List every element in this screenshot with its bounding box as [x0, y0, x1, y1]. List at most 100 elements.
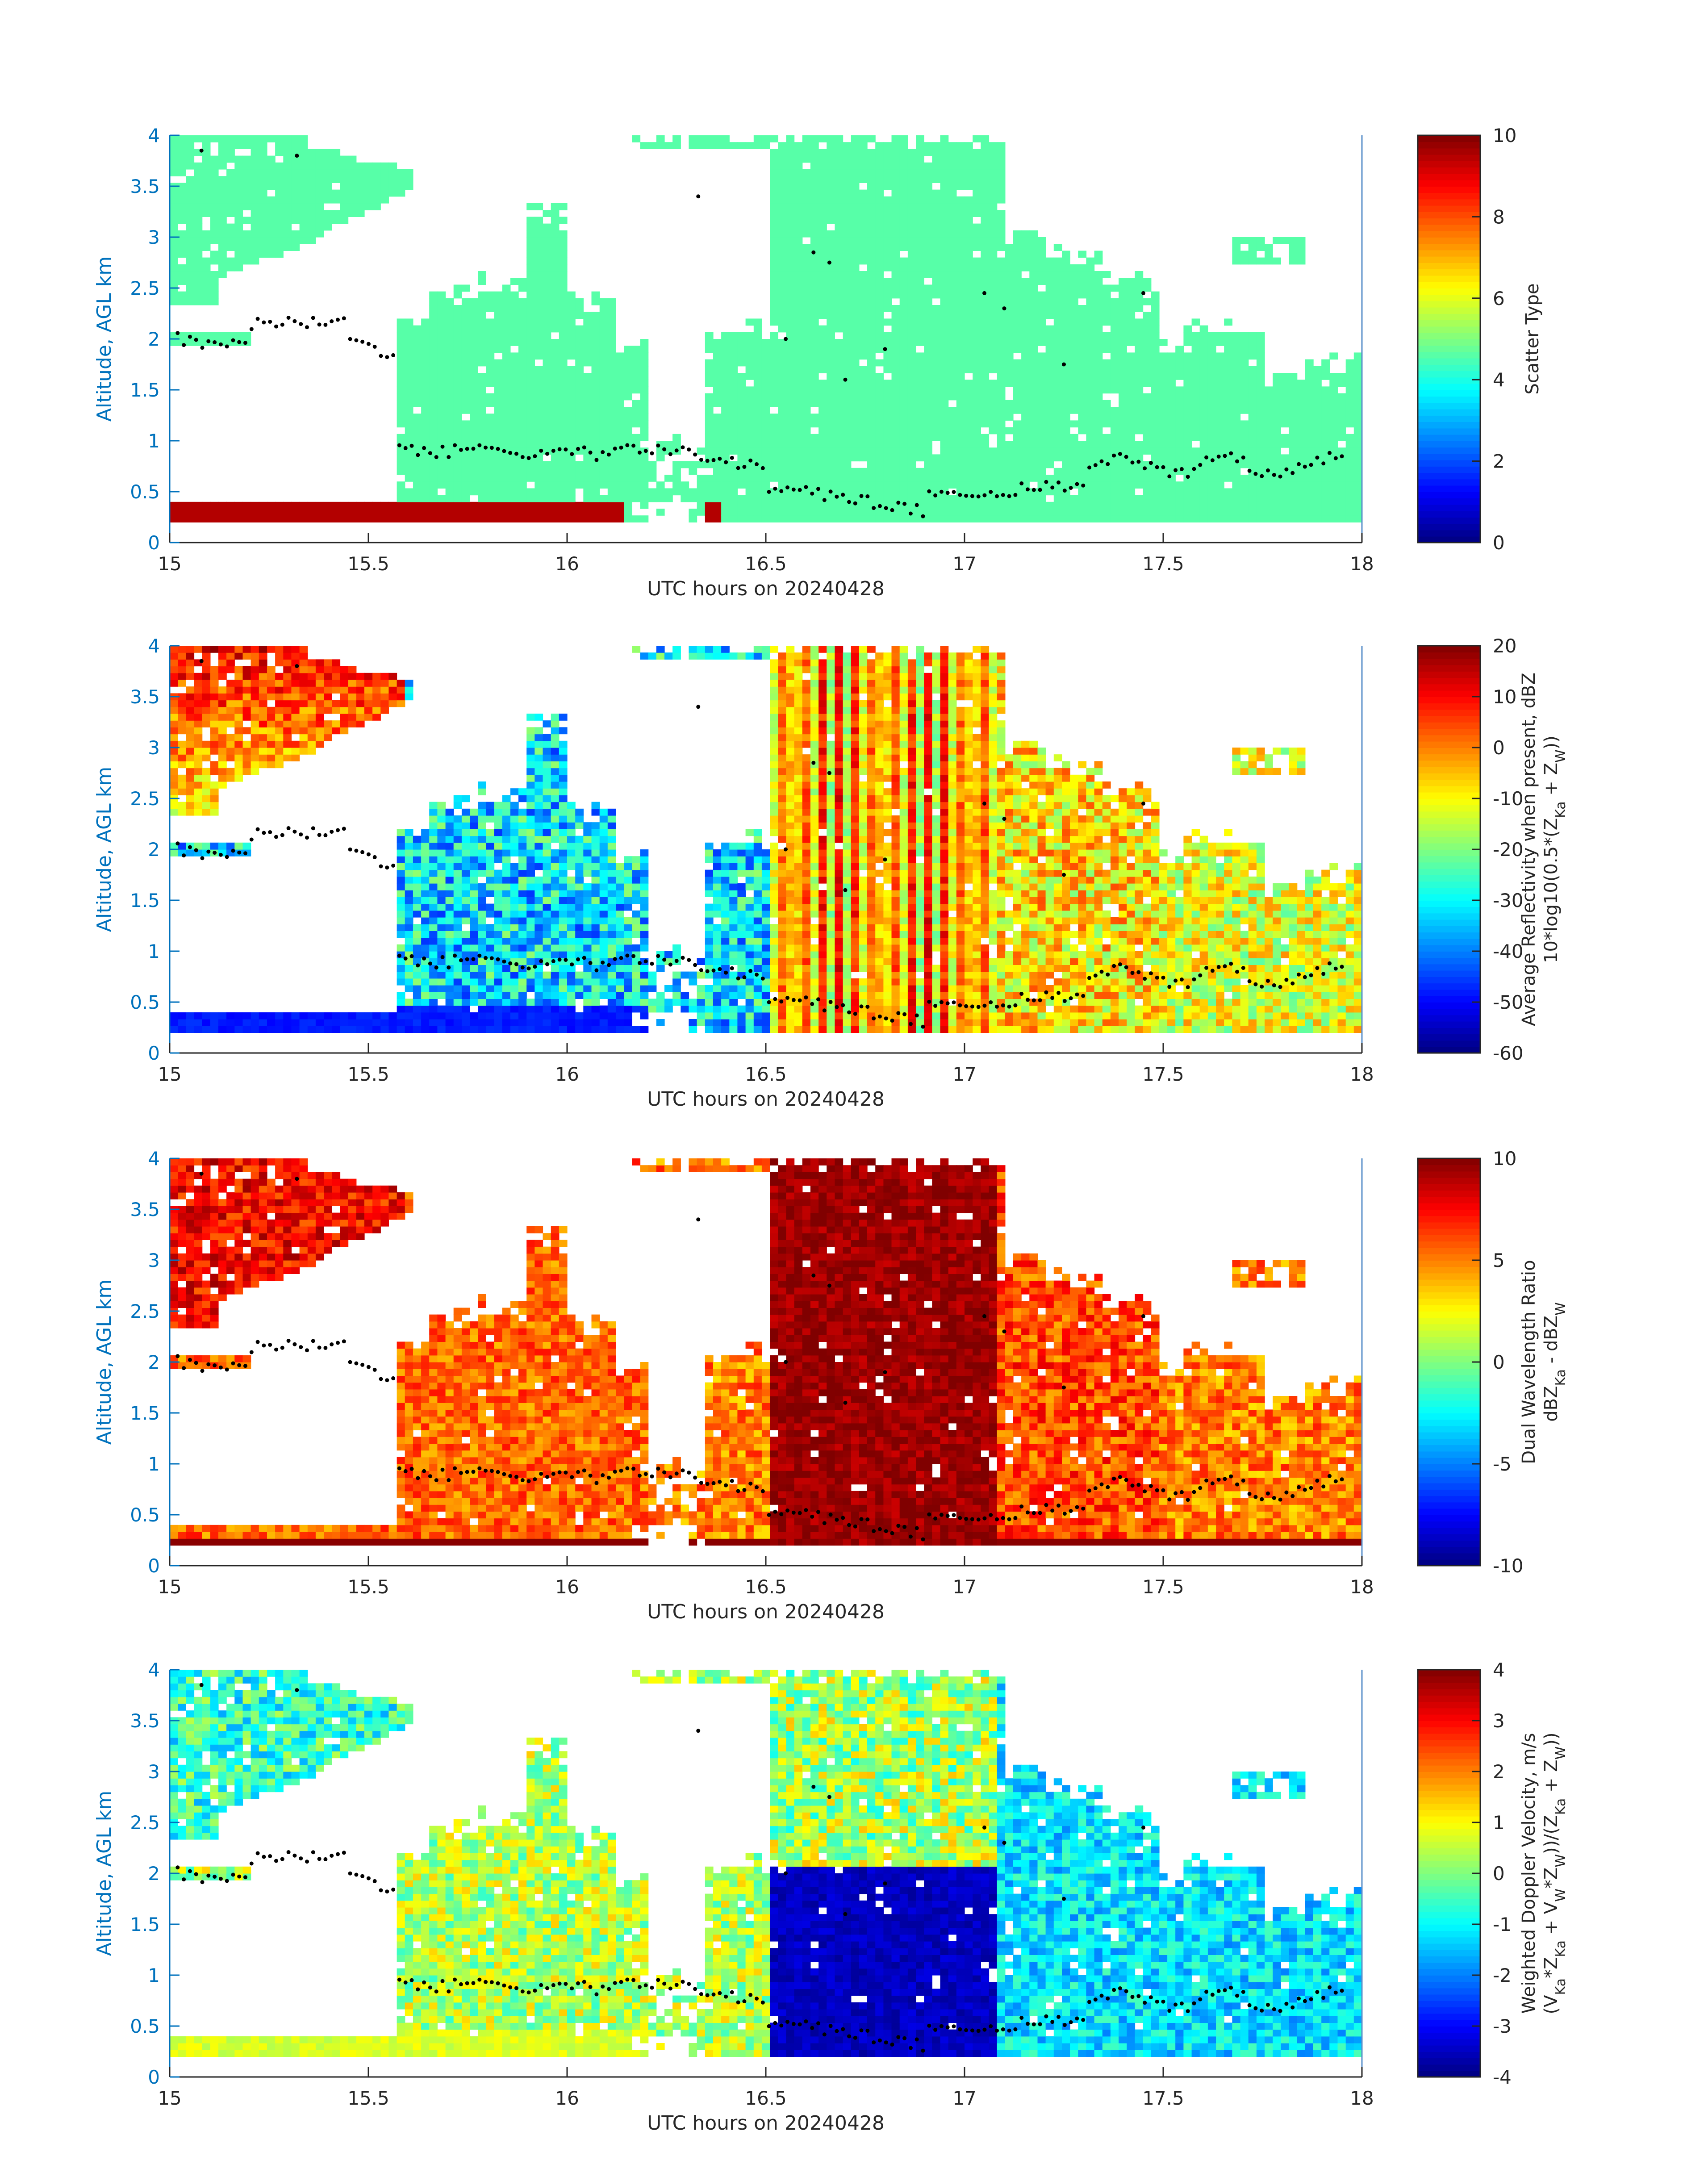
heatmap-cell: [259, 183, 267, 190]
heatmap-cell: [1135, 346, 1144, 353]
heatmap-cell: [737, 447, 746, 455]
heatmap-cell: [924, 454, 932, 462]
heatmap-cell: [981, 359, 990, 367]
heatmap-cell: [1005, 407, 1014, 414]
heatmap-cell: [299, 501, 308, 509]
heatmap-cell: [859, 488, 868, 496]
heatmap-cell: [745, 366, 754, 373]
heatmap-cell: [1159, 407, 1168, 414]
heatmap-cell: [1110, 284, 1119, 292]
heatmap-cell: [1119, 488, 1127, 496]
heatmap-cell: [1053, 393, 1062, 401]
heatmap-cell: [1005, 501, 1014, 509]
heatmap-cell: [924, 461, 932, 468]
heatmap-cell: [356, 196, 365, 204]
heatmap-cell: [1289, 495, 1298, 502]
heatmap-cell: [1305, 488, 1314, 496]
heatmap-cell: [867, 230, 876, 238]
heatmap-cell: [1151, 501, 1160, 509]
heatmap-cell: [1248, 237, 1257, 244]
heatmap-cell: [543, 251, 551, 258]
heatmap-cell: [745, 475, 754, 482]
heatmap-cell: [1345, 373, 1354, 380]
heatmap-cell: [721, 434, 730, 441]
heatmap-cell: [721, 400, 730, 407]
heatmap-cell: [1353, 400, 1362, 407]
heatmap-cell: [1021, 230, 1030, 238]
heatmap-cell: [1273, 373, 1281, 380]
heatmap-cell: [1102, 509, 1111, 516]
heatmap-cell: [802, 468, 811, 475]
heatmap-cell: [851, 312, 860, 319]
heatmap-cell: [1119, 495, 1127, 502]
heatmap-cell: [559, 271, 568, 278]
heatmap-cell: [1037, 339, 1046, 346]
heatmap-cell: [1143, 475, 1152, 482]
heatmap-cell: [940, 318, 949, 326]
heatmap-cell: [1037, 481, 1046, 489]
heatmap-cell: [1094, 481, 1103, 489]
heatmap-cell: [989, 461, 998, 468]
heatmap-cell: [307, 162, 316, 170]
heatmap-cell: [453, 393, 462, 401]
heatmap-cell: [397, 366, 405, 373]
heatmap-cell: [1013, 359, 1022, 367]
heatmap-cell: [461, 339, 470, 346]
heatmap-cell: [794, 366, 803, 373]
heatmap-cell: [170, 217, 178, 224]
heatmap-cell: [965, 183, 973, 190]
heatmap-cell: [672, 468, 681, 475]
heatmap-cell: [502, 481, 511, 489]
heatmap-cell: [397, 447, 405, 455]
heatmap-cell: [388, 176, 397, 183]
heatmap-cell: [583, 318, 592, 326]
heatmap-cell: [559, 244, 568, 251]
heatmap-cell: [932, 359, 941, 367]
heatmap-cell: [291, 501, 300, 509]
heatmap-cell: [461, 318, 470, 326]
heatmap-cell: [1062, 495, 1070, 502]
heatmap-cell: [810, 515, 819, 522]
heatmap-cell: [859, 298, 868, 305]
heatmap-cell: [859, 162, 868, 170]
heatmap-cell: [1159, 447, 1168, 455]
heatmap-cell: [226, 223, 235, 231]
heatmap-cell: [973, 298, 981, 305]
heatmap-cell: [851, 495, 860, 502]
heatmap-cell: [761, 380, 770, 387]
heatmap-cell: [664, 142, 673, 149]
heatmap-cell: [729, 434, 738, 441]
heatmap-cell: [1127, 501, 1136, 509]
heatmap-cell: [940, 176, 949, 183]
heatmap-cell: [899, 393, 908, 401]
heatmap-cell: [778, 454, 786, 462]
heatmap-cell: [1232, 346, 1241, 353]
heatmap-cell: [1256, 257, 1265, 265]
heatmap-cell: [948, 284, 957, 292]
heatmap-cell: [1013, 346, 1022, 353]
heatmap-cell: [778, 468, 786, 475]
heatmap-cell: [1207, 346, 1216, 353]
heatmap-cell: [802, 461, 811, 468]
heatmap-cell: [891, 176, 900, 183]
heatmap-cell: [1110, 305, 1119, 312]
heatmap-cell: [1199, 475, 1208, 482]
heatmap-cell: [575, 481, 584, 489]
heatmap-cell: [535, 515, 543, 522]
heatmap-cell: [567, 434, 576, 441]
heatmap-cell: [234, 230, 243, 238]
heatmap-cell: [372, 203, 381, 210]
heatmap-cell: [705, 441, 714, 448]
heatmap-cell: [1289, 501, 1298, 509]
heatmap-cell: [794, 441, 803, 448]
heatmap-cell: [794, 176, 803, 183]
heatmap-cell: [802, 312, 811, 319]
heatmap-cell: [729, 366, 738, 373]
heatmap-cell: [745, 332, 754, 339]
heatmap-cell: [1094, 325, 1103, 333]
heatmap-cell: [551, 434, 560, 441]
heatmap-cell: [616, 434, 624, 441]
heatmap-cell: [1053, 407, 1062, 414]
heatmap-cell: [1191, 318, 1200, 326]
heatmap-cell: [1232, 257, 1241, 265]
